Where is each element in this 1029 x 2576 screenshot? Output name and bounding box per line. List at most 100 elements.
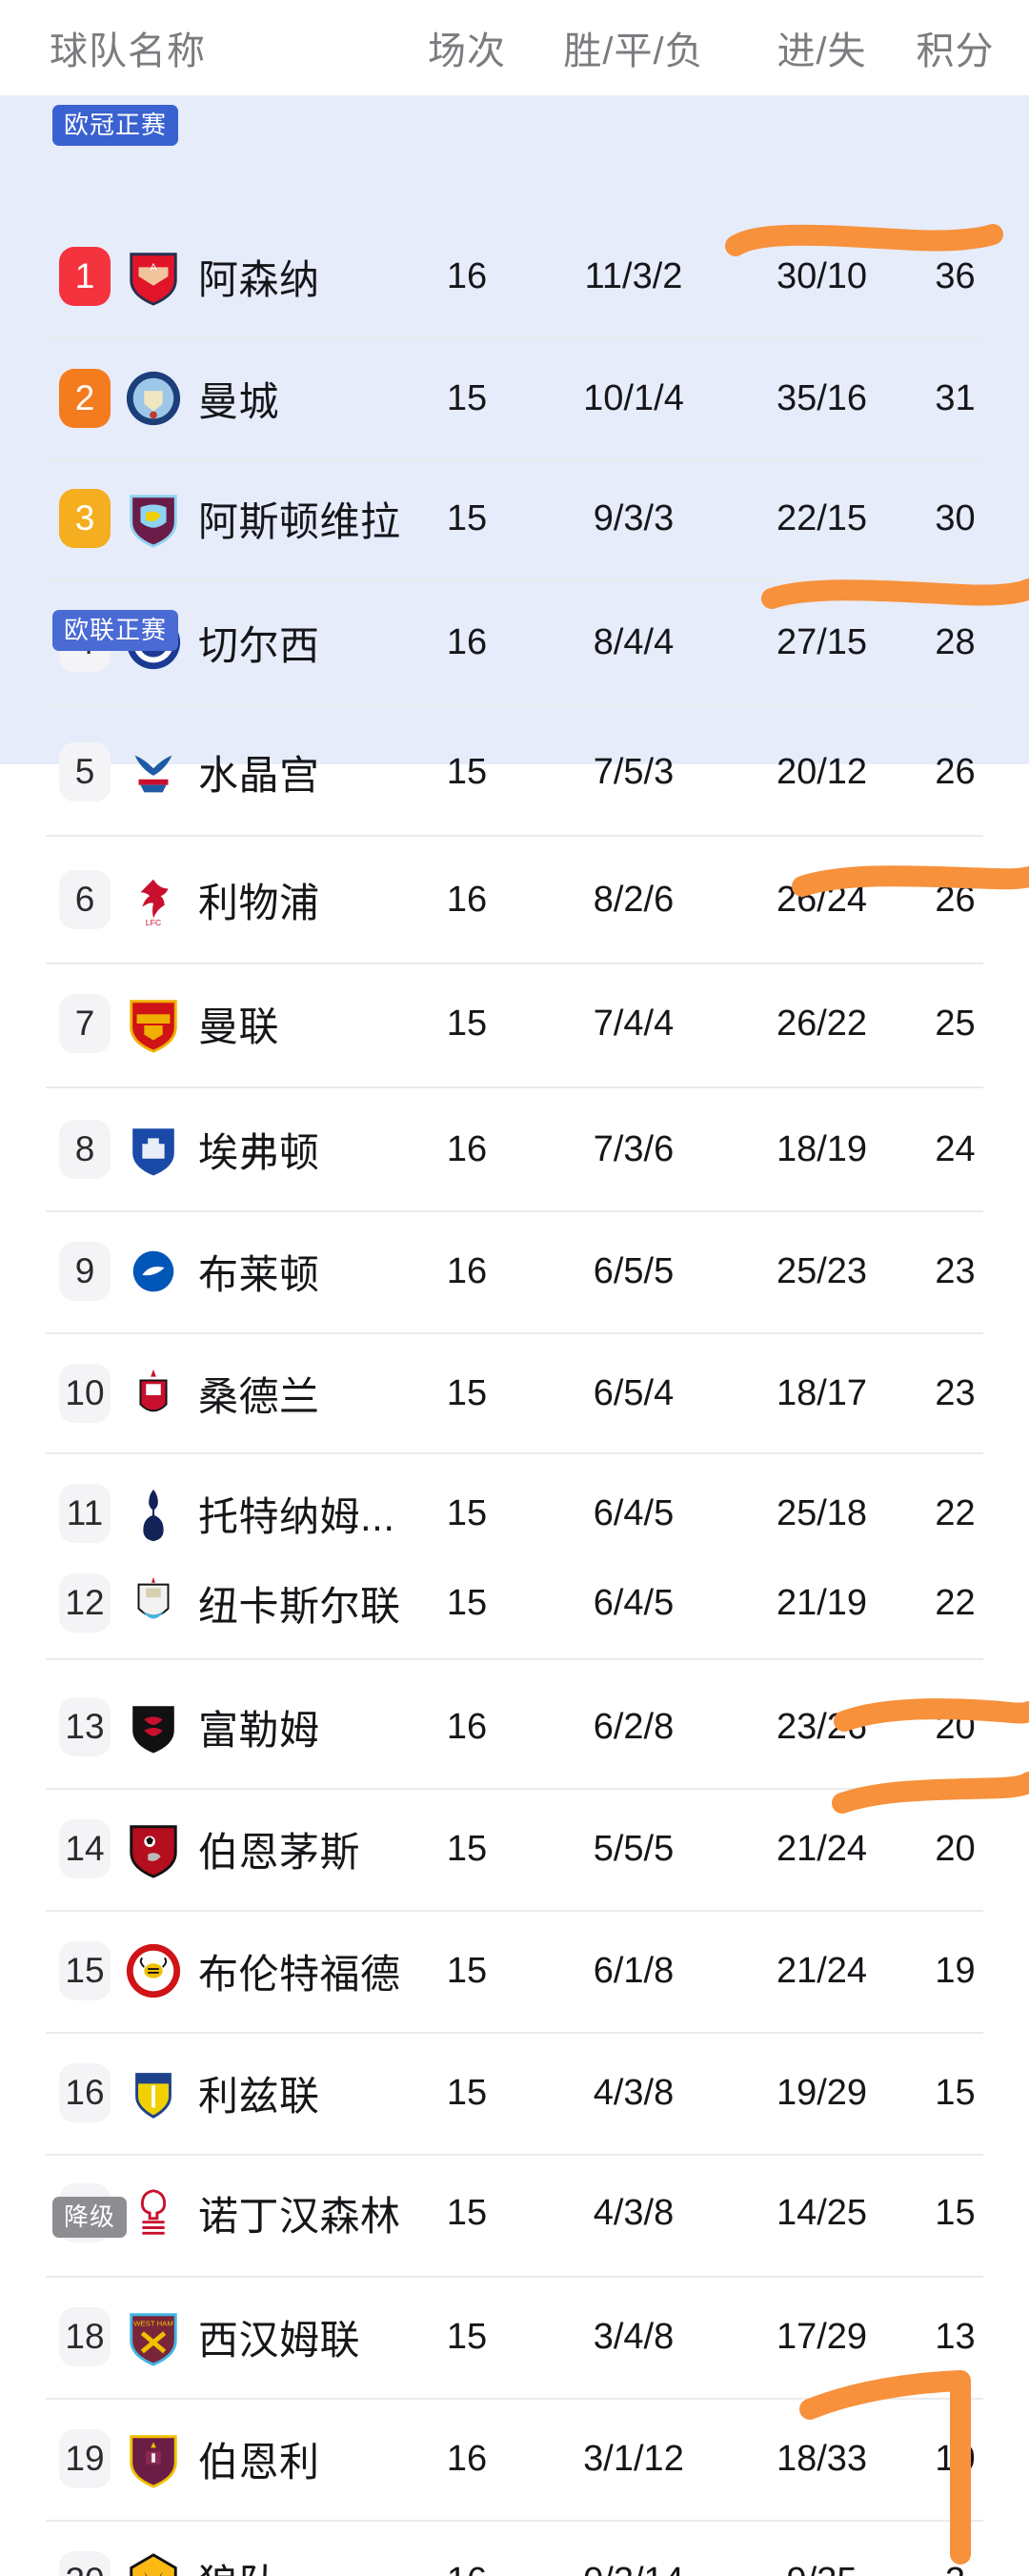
team-name[interactable]: 曼城 bbox=[198, 378, 280, 424]
points: 15 bbox=[935, 2192, 976, 2233]
row-separator bbox=[46, 2398, 983, 2400]
forest-crest bbox=[122, 2181, 185, 2244]
points: 26 bbox=[935, 751, 976, 792]
matches-played: 16 bbox=[446, 255, 488, 296]
goals-for-against: 30/10 bbox=[776, 255, 868, 296]
row-separator bbox=[46, 2154, 983, 2156]
matches-played: 16 bbox=[446, 1128, 488, 1169]
row-separator bbox=[46, 2032, 983, 2034]
table-row[interactable]: 8 埃弗顿 16 7/3/6 18/19 24 bbox=[0, 1088, 1029, 1210]
win-draw-loss: 6/4/5 bbox=[593, 1492, 675, 1533]
column-header-points: 积分 bbox=[916, 30, 995, 72]
goals-for-against: 19/29 bbox=[776, 2072, 868, 2113]
goals-for-against: 35/16 bbox=[776, 377, 868, 418]
goals-for-against: 23/26 bbox=[776, 1706, 868, 1747]
team-name[interactable]: 布伦特福德 bbox=[198, 1951, 401, 1997]
team-name[interactable]: 托特纳姆... bbox=[198, 1493, 395, 1539]
table-row[interactable]: 15 布伦特福德 15 6/1/8 21/24 19 bbox=[0, 1910, 1029, 2032]
win-draw-loss: 7/5/3 bbox=[593, 751, 675, 792]
table-row[interactable]: 1 A 阿森纳 16 11/3/2 30/10 36 bbox=[0, 215, 1029, 337]
goals-for-against: 14/25 bbox=[776, 2192, 868, 2233]
matches-played: 16 bbox=[446, 1250, 488, 1291]
rank-badge: 15 bbox=[59, 1941, 111, 2000]
table-row[interactable]: 10 桑德兰 15 6/5/4 18/17 23 bbox=[0, 1332, 1029, 1454]
matches-played: 15 bbox=[446, 377, 488, 418]
westham-crest: WEST HAM bbox=[122, 2305, 185, 2368]
table-row[interactable]: 18 WEST HAM 西汉姆联 15 3/4/8 17/29 13 bbox=[0, 2276, 1029, 2398]
goals-for-against: 22/15 bbox=[776, 497, 868, 538]
team-name[interactable]: 伯恩利 bbox=[198, 2439, 320, 2485]
row-separator bbox=[46, 1788, 983, 1790]
points: 20 bbox=[935, 1828, 976, 1869]
win-draw-loss: 8/4/4 bbox=[593, 621, 675, 662]
team-name[interactable]: 纽卡斯尔联 bbox=[198, 1583, 401, 1629]
points: 28 bbox=[935, 621, 976, 662]
win-draw-loss: 6/1/8 bbox=[593, 1950, 675, 1991]
win-draw-loss: 0/2/14 bbox=[538, 2561, 729, 2576]
table-row[interactable]: 20 狼队 16 0/2/14 9/352 bbox=[0, 2520, 1029, 2576]
rank-badge: 8 bbox=[59, 1120, 111, 1179]
rank-badge: 7 bbox=[59, 994, 111, 1053]
win-draw-loss: 6/5/4 bbox=[593, 1372, 675, 1413]
table-row[interactable]: 14 伯恩茅斯 15 5/5/5 21/24 20 bbox=[0, 1788, 1029, 1910]
team-name[interactable]: 西汉姆联 bbox=[198, 2317, 361, 2363]
liverpool-crest: LFC bbox=[122, 868, 185, 931]
table-row[interactable]: 11 托特纳姆... 15 6/4/5 25/18 22 bbox=[0, 1452, 1029, 1574]
tottenham-crest bbox=[122, 1482, 185, 1545]
matches-played: 16 bbox=[446, 621, 488, 662]
table-row[interactable]: 12 纽卡斯尔联 15 6/4/5 21/19 22 bbox=[0, 1542, 1029, 1664]
row-separator bbox=[46, 2276, 983, 2278]
table-row[interactable]: 5 水晶宫 15 7/5/3 20/12 26 bbox=[0, 711, 1029, 833]
svg-text:WEST HAM: WEST HAM bbox=[133, 2319, 173, 2327]
team-name[interactable]: 切尔西 bbox=[198, 622, 320, 668]
rank-badge: 3 bbox=[59, 489, 111, 548]
column-header-goals: 进/失 bbox=[777, 30, 867, 72]
team-name[interactable]: 诺丁汉森林 bbox=[198, 2193, 401, 2239]
goals-for-against: 27/15 bbox=[776, 621, 868, 662]
points: 20 bbox=[935, 1706, 976, 1747]
team-name[interactable]: 阿斯顿维拉 bbox=[198, 498, 401, 544]
goals-for-against: 18/19 bbox=[776, 1128, 868, 1169]
team-name[interactable]: 水晶宫 bbox=[198, 752, 320, 798]
table-row[interactable]: 16 利兹联 15 4/3/8 19/29 15 bbox=[0, 2032, 1029, 2154]
team-name[interactable]: 利物浦 bbox=[198, 880, 320, 925]
row-separator bbox=[46, 1910, 983, 1912]
team-name[interactable]: 桑德兰 bbox=[198, 1373, 320, 1419]
team-name[interactable]: 埃弗顿 bbox=[198, 1129, 320, 1175]
win-draw-loss: 3/1/12 bbox=[583, 2438, 684, 2479]
team-name[interactable]: 曼联 bbox=[198, 1004, 280, 1049]
goals-for-against: 20/12 bbox=[776, 751, 868, 792]
row-separator bbox=[46, 1210, 983, 1212]
matches-played: 15 bbox=[446, 1828, 488, 1869]
team-name[interactable]: 富勒姆 bbox=[198, 1707, 320, 1753]
team-name[interactable]: 布莱顿 bbox=[198, 1251, 320, 1297]
table-row[interactable]: 19 伯恩利 16 3/1/12 18/33 10 bbox=[0, 2398, 1029, 2520]
team-name[interactable]: 伯恩茅斯 bbox=[198, 1829, 361, 1875]
rank-badge: 6 bbox=[59, 870, 111, 929]
goals-for-against: 26/22 bbox=[776, 1003, 868, 1044]
table-row[interactable]: 9 布莱顿 16 6/5/5 25/23 23 bbox=[0, 1210, 1029, 1332]
table-row[interactable]: 7 曼联 15 7/4/4 26/22 25 bbox=[0, 963, 1029, 1085]
table-row[interactable]: 6 LFC 利物浦 16 8/2/6 26/24 26 bbox=[0, 839, 1029, 961]
goals-for-against: 21/19 bbox=[776, 1582, 868, 1623]
table-row[interactable]: 2 曼城 15 10/1/4 35/16 31 bbox=[0, 337, 1029, 459]
goals-for-against: 25/18 bbox=[776, 1492, 868, 1533]
team-name[interactable]: 阿森纳 bbox=[198, 256, 320, 302]
table-row[interactable]: 3 阿斯顿维拉 15 9/3/3 22/15 30 bbox=[0, 457, 1029, 579]
points: 10 bbox=[935, 2438, 976, 2479]
newcastle-crest bbox=[122, 1572, 185, 1634]
rank-badge: 13 bbox=[59, 1697, 111, 1756]
matches-played: 15 bbox=[446, 1492, 488, 1533]
points: 15 bbox=[935, 2072, 976, 2113]
table-row[interactable]: 13 富勒姆 16 6/2/8 23/26 20 bbox=[0, 1666, 1029, 1788]
team-name[interactable]: 利兹联 bbox=[198, 2073, 320, 2119]
team-name[interactable]: 狼队 bbox=[198, 2552, 279, 2576]
rank-badge: 18 bbox=[59, 2307, 111, 2366]
rank-badge: 19 bbox=[59, 2429, 111, 2488]
rank-badge: 20 bbox=[59, 2551, 111, 2576]
goals-for-against: 9/35 bbox=[738, 2561, 905, 2576]
sunderland-crest bbox=[122, 1362, 185, 1425]
astonvilla-crest bbox=[122, 487, 185, 550]
